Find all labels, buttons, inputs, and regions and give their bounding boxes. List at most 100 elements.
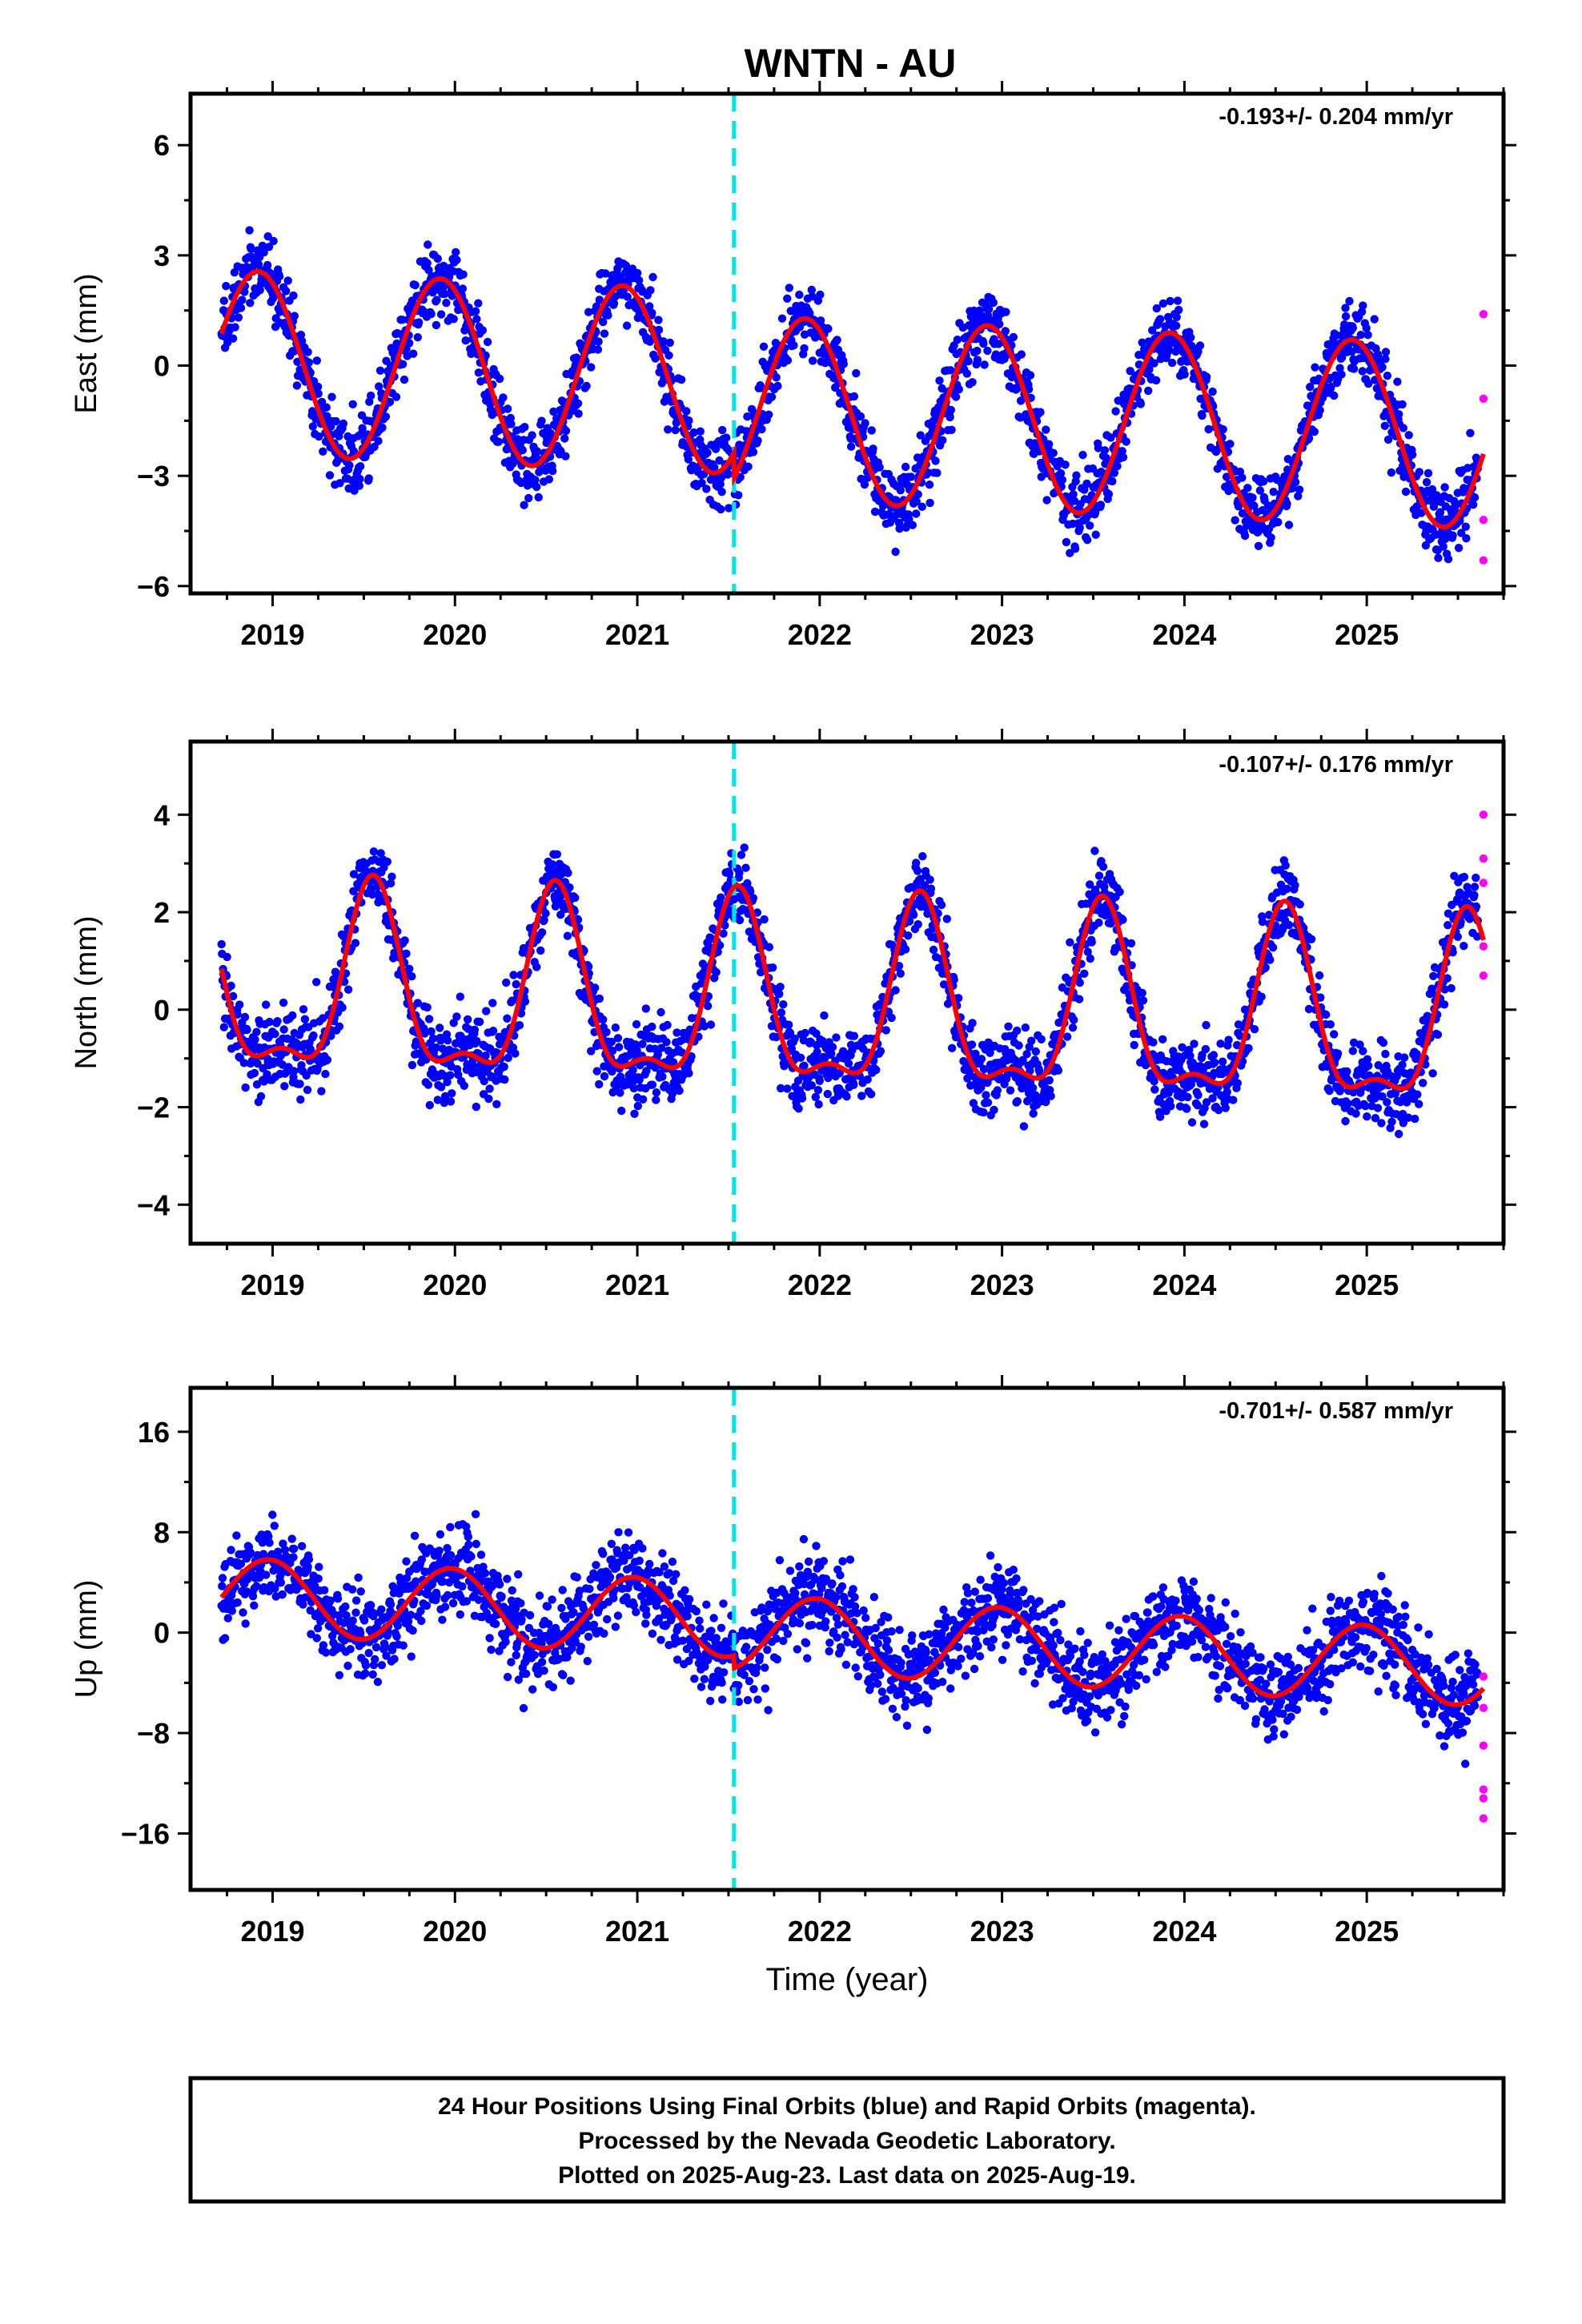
north-final-point	[302, 1071, 311, 1080]
east-final-point	[912, 497, 921, 506]
north-final-point	[1031, 1047, 1041, 1056]
north-final-point	[979, 1064, 989, 1074]
north-final-point	[252, 1027, 261, 1036]
north-final-point	[669, 1058, 678, 1067]
north-final-point	[592, 1067, 601, 1076]
up-final-point	[287, 1534, 296, 1543]
east-final-point	[1219, 425, 1227, 434]
north-final-point	[712, 967, 721, 977]
north-final-point	[1399, 1053, 1409, 1062]
north-final-point	[259, 1077, 268, 1086]
east-final-point	[414, 318, 424, 327]
north-final-point	[349, 887, 358, 896]
east-final-point	[946, 405, 956, 415]
east-final-point	[1044, 440, 1054, 448]
east-final-point	[534, 493, 543, 502]
east-final-point	[723, 470, 733, 479]
north-final-point	[250, 1068, 259, 1078]
north-final-point	[986, 1048, 994, 1058]
north-final-point	[289, 1073, 298, 1082]
north-final-point	[519, 943, 528, 953]
north-final-point	[1155, 1112, 1165, 1121]
east-final-point	[574, 409, 583, 418]
north-final-point	[1443, 974, 1452, 983]
north-final-point	[1373, 1104, 1383, 1112]
north-y-tick-label: 0	[154, 994, 170, 1027]
north-model-fit	[219, 872, 1486, 1092]
north-final-point	[778, 1052, 787, 1061]
north-final-point	[1224, 1035, 1233, 1044]
north-final-point	[427, 1027, 436, 1036]
east-final-point	[1311, 363, 1319, 372]
north-final-point	[502, 978, 511, 987]
north-final-point	[1013, 1097, 1022, 1106]
east-final-point	[734, 491, 743, 500]
north-final-point	[1403, 1113, 1413, 1122]
east-final-point	[1202, 372, 1211, 381]
up-final-point	[289, 1553, 298, 1562]
east-final-point	[561, 452, 570, 460]
east-final-point	[651, 354, 660, 363]
north-final-point	[1333, 1049, 1343, 1058]
north-final-point	[849, 1031, 859, 1040]
up-panel: 2019 2020 2021 2022 2023 2024 2025−16−80816Up …	[70, 1375, 1516, 1948]
north-final-point	[1013, 1026, 1022, 1035]
north-final-point	[256, 1092, 266, 1101]
up-final-point	[223, 1614, 232, 1622]
north-final-point	[436, 1083, 446, 1092]
north-final-point	[300, 1015, 310, 1023]
east-final-point	[846, 442, 856, 451]
chart-title: WNTN - AU	[745, 41, 957, 86]
east-final-point	[1017, 350, 1026, 359]
east-final-point	[689, 428, 698, 437]
north-final-point	[901, 945, 910, 954]
east-final-point	[264, 243, 274, 251]
north-final-point	[1045, 1076, 1054, 1085]
north-final-point	[349, 870, 359, 879]
north-final-point	[614, 1043, 624, 1051]
north-final-point	[432, 1043, 441, 1052]
east-final-point	[824, 324, 833, 333]
east-final-point	[1332, 331, 1341, 340]
east-final-point	[1422, 478, 1431, 487]
north-final-point	[815, 1076, 824, 1086]
east-final-point	[432, 320, 441, 330]
north-final-point	[1066, 938, 1074, 947]
east-final-point	[901, 462, 910, 472]
east-y-tick-label: −3	[137, 460, 170, 493]
up-final-point	[227, 1606, 236, 1615]
north-final-point	[1377, 1119, 1386, 1128]
north-final-point	[571, 893, 580, 903]
north-final-point	[280, 1082, 289, 1091]
north-final-point	[1014, 1041, 1023, 1050]
east-x-tick-label: 2022	[788, 618, 852, 651]
north-final-point	[1283, 884, 1291, 894]
east-final-point	[1417, 509, 1426, 517]
up-final-point	[232, 1531, 241, 1540]
east-final-point	[245, 226, 254, 235]
north-final-point	[516, 1009, 526, 1018]
up-final-point	[278, 1590, 287, 1599]
north-final-point	[926, 884, 936, 893]
east-rapid-point	[1479, 556, 1488, 565]
up-final-point	[276, 1578, 286, 1587]
east-final-point	[989, 298, 998, 308]
east-x-tick-label: 2023	[970, 618, 1034, 651]
north-final-point	[296, 1095, 305, 1104]
north-final-point	[548, 860, 557, 869]
up-final-point	[227, 1546, 235, 1554]
east-final-point	[1254, 541, 1263, 550]
east-final-point	[633, 268, 642, 278]
north-final-point	[1027, 1036, 1036, 1045]
north-final-point	[251, 1035, 259, 1044]
north-final-point	[536, 946, 545, 955]
east-final-point	[398, 316, 407, 324]
north-final-point	[446, 1097, 456, 1106]
north-final-point	[800, 1061, 809, 1071]
east-final-point	[236, 304, 246, 312]
east-frame	[188, 91, 1506, 596]
north-final-point	[1118, 915, 1127, 924]
north-final-point	[832, 1033, 841, 1042]
east-final-point	[1404, 431, 1413, 440]
north-final-point	[440, 1092, 450, 1101]
